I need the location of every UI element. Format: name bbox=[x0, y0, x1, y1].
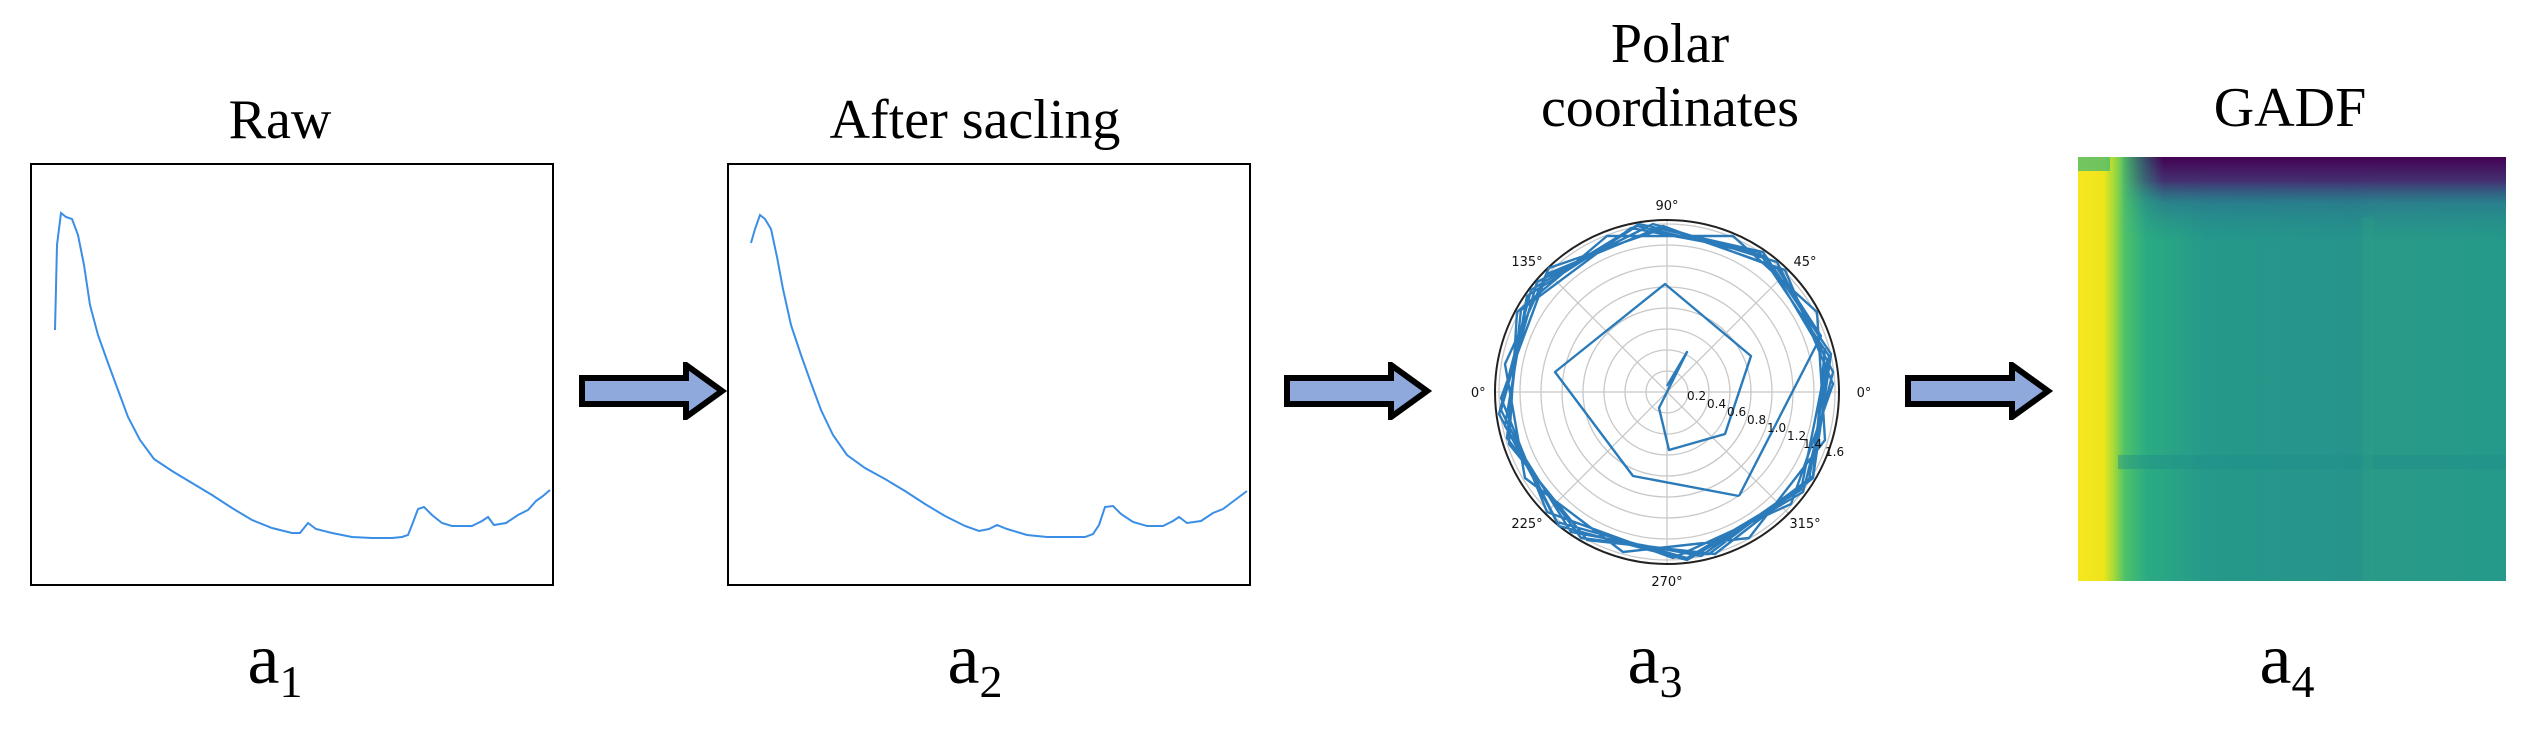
scaled-signal-line bbox=[750, 213, 1248, 538]
radial-label-0.8: 0.8 bbox=[1747, 413, 1766, 427]
right-arrow-icon bbox=[579, 362, 728, 420]
panel-title-polar: Polar coordinates bbox=[1540, 13, 1800, 140]
polar-outer-trace bbox=[1497, 222, 1835, 562]
polar-inner-trace bbox=[1553, 282, 1753, 498]
angle-label-0: 0° bbox=[1857, 386, 1870, 401]
panel-label-a1: a1 bbox=[247, 619, 303, 707]
radial-label-0.2: 0.2 bbox=[1687, 389, 1706, 403]
polar-plot: 0° 45° 90° 135° 180° 225° 270° 315° 0.2 … bbox=[1470, 199, 1870, 590]
angle-label-315: 315° bbox=[1789, 517, 1820, 532]
right-arrow-icon bbox=[1284, 362, 1433, 420]
radial-label-0.6: 0.6 bbox=[1727, 405, 1746, 419]
panel-title-after-scaling: After sacling bbox=[829, 89, 1121, 151]
radial-label-1.0: 1.0 bbox=[1767, 421, 1786, 435]
raw-signal-plot bbox=[30, 163, 554, 586]
angle-label-90: 90° bbox=[1655, 199, 1678, 214]
panel-label-a2: a2 bbox=[947, 619, 1003, 707]
panel-title-raw: Raw bbox=[228, 89, 332, 151]
panel-label-a3: a3 bbox=[1627, 619, 1683, 707]
angle-label-45: 45° bbox=[1793, 255, 1816, 270]
panel-title-gadf: GADF bbox=[2213, 77, 2367, 139]
panel-label-a4: a4 bbox=[2259, 619, 2315, 707]
raw-signal-line bbox=[54, 211, 551, 539]
scaled-signal-plot bbox=[727, 163, 1251, 586]
radial-label-1.6: 1.6 bbox=[1825, 445, 1844, 459]
angle-label-270: 270° bbox=[1651, 575, 1682, 590]
angle-label-135: 135° bbox=[1511, 255, 1542, 270]
radial-label-1.4: 1.4 bbox=[1803, 437, 1822, 451]
right-arrow-icon bbox=[1905, 362, 2054, 420]
angle-label-180: 180° bbox=[1470, 386, 1486, 401]
radial-label-1.2: 1.2 bbox=[1787, 429, 1806, 443]
angle-label-225: 225° bbox=[1511, 517, 1542, 532]
radial-label-0.4: 0.4 bbox=[1707, 397, 1726, 411]
gadf-heatmap bbox=[2078, 157, 2506, 581]
